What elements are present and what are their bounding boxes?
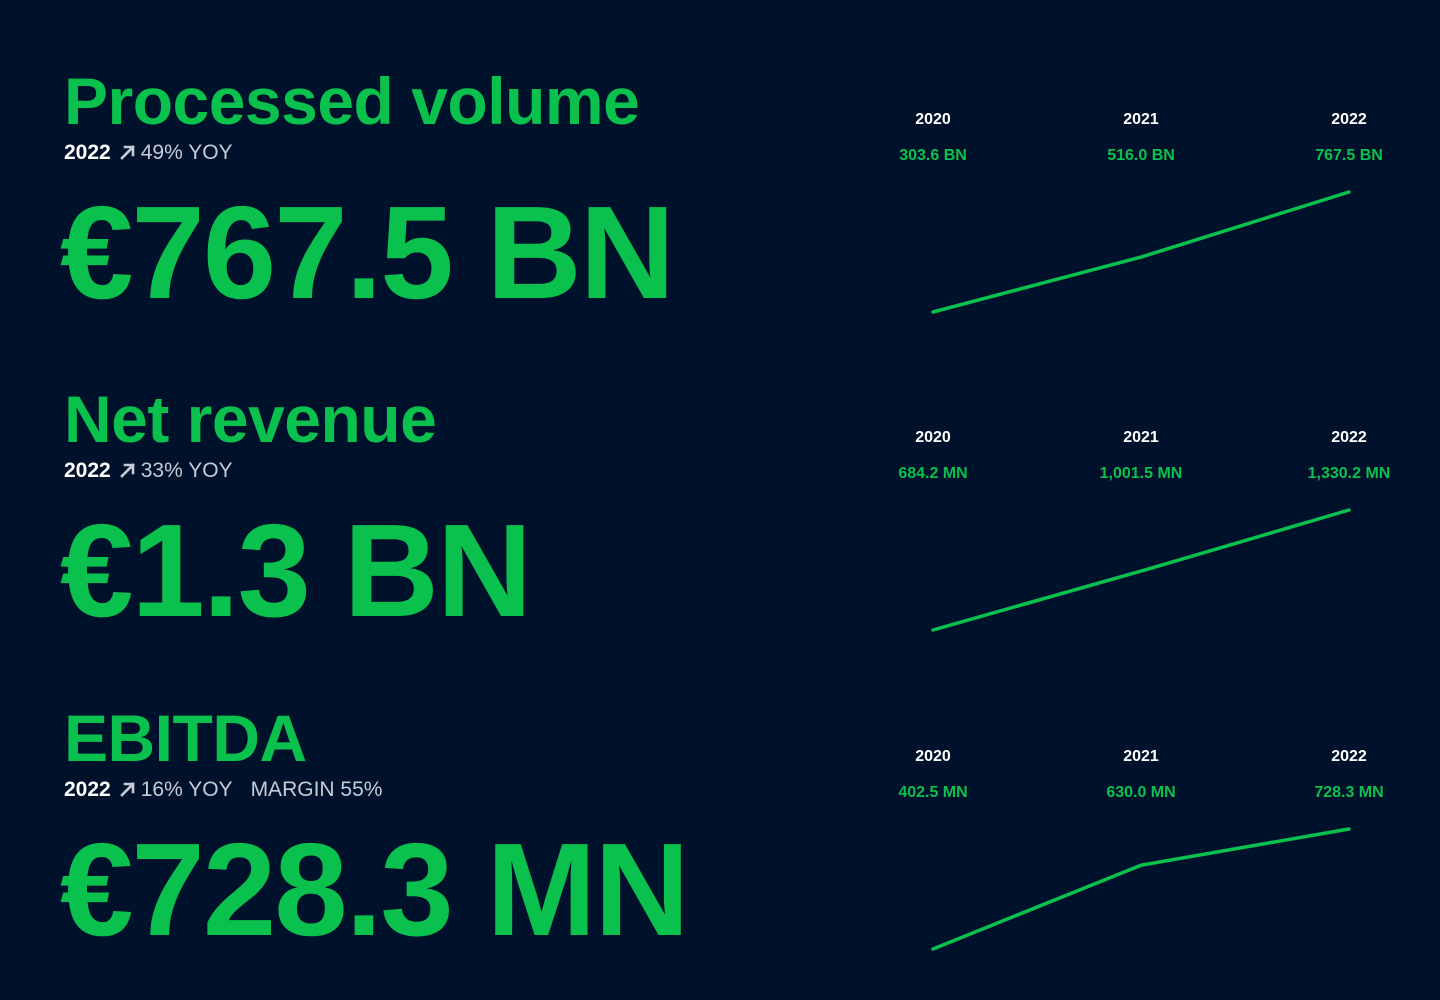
chart-year-label: 2020 [915, 111, 951, 128]
arrow-up-right-icon [119, 145, 135, 160]
line-chart-processed-volume: 2020 303.6 BN 2021 516.0 BN 2022 767.5 BN [899, 111, 1383, 314]
chart-series-line [931, 508, 1351, 632]
metric-subtitle: 2022 16% YOY MARGIN 55% [64, 777, 382, 803]
metric-headline-value: €728.3 MN [60, 816, 690, 963]
metric-yoy: 16% YOY [140, 778, 233, 801]
chart-data-label: 684.2 MN [898, 465, 967, 482]
metric-year: 2022 [64, 778, 111, 801]
chart-year-label: 2020 [915, 429, 951, 446]
chart-data-label: 1,001.5 MN [1100, 465, 1183, 482]
chart-data-label: 303.6 BN [899, 147, 967, 164]
metric-year: 2022 [64, 459, 111, 482]
chart-year-label: 2020 [915, 748, 951, 765]
chart-series-line [931, 190, 1351, 314]
chart-year-label: 2021 [1123, 111, 1159, 128]
chart-year-label: 2021 [1123, 429, 1159, 446]
metric-processed-volume: Processed volume 2022 49% YOY €767.5 BN 2… [0, 0, 1440, 326]
chart-data-label: 767.5 BN [1315, 147, 1383, 164]
metric-subtitle: 2022 49% YOY [64, 140, 233, 166]
metric-yoy: 33% YOY [140, 459, 233, 482]
metric-title: EBITDA [64, 701, 307, 775]
metric-headline-value: €1.3 BN [60, 497, 532, 644]
chart-data-label: 728.3 MN [1314, 784, 1383, 801]
metric-title: Processed volume [64, 64, 640, 138]
chart-year-label: 2022 [1331, 748, 1367, 765]
chart-year-label: 2021 [1123, 748, 1159, 765]
chart-year-label: 2022 [1331, 429, 1367, 446]
metric-net-revenue: Net revenue 2022 33% YOY €1.3 BN 2020 684.… [0, 318, 1440, 644]
chart-series-line [931, 827, 1351, 951]
metric-subtitle: 2022 33% YOY [64, 458, 233, 484]
metric-title: Net revenue [64, 382, 437, 456]
arrow-up-right-icon [119, 782, 135, 797]
arrow-up-right-icon [119, 463, 135, 478]
chart-data-label: 402.5 MN [898, 784, 967, 801]
metric-year: 2022 [64, 141, 111, 164]
line-chart-net-revenue: 2020 684.2 MN 2021 1,001.5 MN 2022 1,330.2 MN [898, 429, 1391, 632]
metric-margin: MARGIN 55% [250, 778, 383, 801]
metric-yoy: 49% YOY [140, 141, 233, 164]
metric-ebitda: EBITDA 2022 16% YOY MARGIN 55% €728.3 MN 2… [0, 637, 1440, 963]
line-chart-ebitda: 2020 402.5 MN 2021 630.0 MN 2022 728.3 MN [898, 748, 1384, 951]
chart-data-label: 516.0 BN [1107, 147, 1175, 164]
chart-data-label: 630.0 MN [1106, 784, 1175, 801]
metric-headline-value: €767.5 BN [60, 179, 675, 326]
chart-data-label: 1,330.2 MN [1308, 465, 1391, 482]
chart-year-label: 2022 [1331, 111, 1367, 128]
